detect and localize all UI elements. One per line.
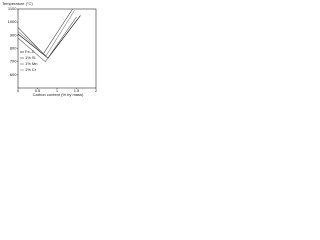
x-tick-label: 2 [95, 88, 98, 93]
legend-label: 1% Mn [25, 61, 37, 66]
legend-label: 1% Si [25, 55, 36, 60]
series-line [17, 16, 77, 63]
y-tick-label: 700 [10, 59, 17, 64]
y-tick-label: 600 [10, 72, 17, 77]
chart-title: Temperature (°C) [2, 1, 33, 6]
y-tick-label: 1000 [8, 19, 18, 24]
x-tick-label: 0 [17, 88, 20, 93]
series-line [17, 8, 73, 55]
background [0, 0, 100, 107]
series-line [17, 10, 75, 57]
chart: Temperature (°C) Carbon content (% by ma… [0, 0, 100, 107]
legend-label: 1% Cr [25, 67, 37, 72]
y-tick-label: 900 [10, 32, 17, 37]
legend-label: Fe–C [25, 49, 35, 54]
x-tick-label: 1 [56, 88, 59, 93]
y-tick-label: 800 [10, 46, 17, 51]
page: Temperature (°C) Carbon content (% by ma… [0, 0, 320, 112]
y-tick-label: 1100 [8, 6, 17, 11]
x-tick-label: 0.5 [35, 88, 41, 93]
x-axis-label: Carbon content (% by mass) [33, 92, 84, 97]
x-tick-label: 1.5 [74, 88, 80, 93]
